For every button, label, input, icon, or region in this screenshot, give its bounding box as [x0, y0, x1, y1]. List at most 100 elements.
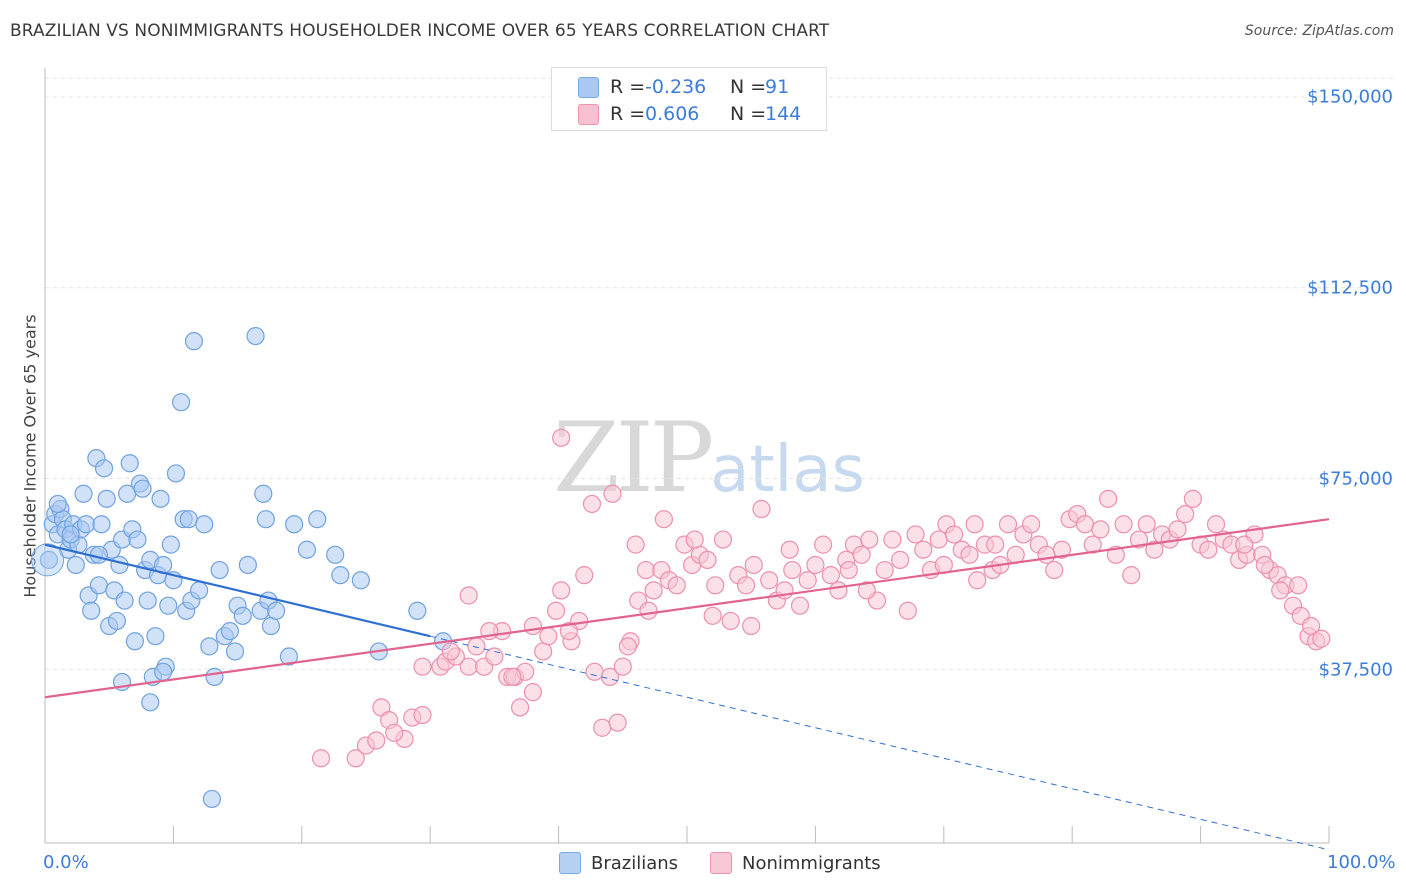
brazilians-point	[166, 464, 186, 483]
brazilians-point	[261, 616, 281, 636]
nonimmigrants-point	[626, 535, 645, 554]
nonimmigrants-point	[346, 749, 365, 768]
legend-swatch-nonimmigrants	[710, 852, 732, 874]
nonimmigrants-point	[1052, 540, 1072, 559]
brazilians-point	[331, 566, 350, 585]
nonimmigrants-point	[1129, 530, 1149, 549]
brazilians-point	[220, 621, 239, 641]
brazilians-point	[141, 693, 160, 712]
legend-item-nonimmigrants[interactable]: Nonimmigrants	[710, 852, 881, 874]
nonimmigrants-point	[552, 428, 571, 447]
brazilians-point	[92, 515, 111, 534]
nonimmigrants-point	[736, 576, 756, 595]
brazilians-point	[279, 647, 299, 666]
brazilians-point	[159, 596, 178, 615]
nonimmigrants-point	[1235, 535, 1254, 554]
brazilians-point	[195, 515, 214, 534]
brazilians-point	[128, 530, 147, 549]
brazilians-point	[97, 489, 116, 508]
watermark-zip: ZIP	[553, 402, 714, 514]
stats-row-brazilians: R = -0.236 N = 91	[552, 74, 826, 100]
brazilians-swatch	[578, 76, 599, 98]
brazilians-point	[66, 555, 85, 575]
nonimmigrants-point	[703, 606, 722, 625]
brazilians-point	[31, 543, 65, 577]
nonimmigrants-point	[742, 616, 761, 636]
stats-row-nonimmigrants: R = 0.606 N = 144	[552, 101, 826, 127]
nonimmigrants-point	[1255, 555, 1274, 575]
nonimmigrants-point	[546, 601, 566, 620]
nonimmigrants-swatch	[578, 103, 599, 125]
nonimmigrants-point	[1199, 540, 1218, 559]
nonimmigrants-point	[311, 749, 331, 768]
brazilians-point	[184, 332, 204, 351]
nonimmigrants-point	[1301, 616, 1321, 636]
brazilians-point	[308, 510, 327, 529]
nonimmigrants-point	[1091, 520, 1110, 539]
nonimmigrants-point	[459, 586, 478, 605]
brazilians-point	[138, 591, 157, 610]
brazilians-point	[200, 637, 219, 656]
brazilians-point	[61, 525, 80, 544]
brazilians-point	[146, 627, 165, 646]
legend-item-brazilians[interactable]: Brazilians	[559, 852, 678, 874]
brazilians-point	[120, 454, 139, 473]
brazilians-point	[154, 662, 173, 681]
brazilians-point	[82, 601, 101, 620]
y-tick-label-75000: $75,000	[1318, 468, 1393, 490]
brazilians-point	[39, 550, 58, 569]
brazilians-point	[284, 515, 304, 534]
legend-label-brazilians: Brazilians	[591, 852, 679, 874]
nonimmigrants-point	[613, 657, 632, 676]
nonimmigrants-point	[706, 576, 725, 595]
nonimmigrants-point	[385, 723, 404, 742]
nonimmigrants-point	[806, 555, 825, 575]
nonimmigrants-point	[510, 698, 530, 717]
nonimmigrants-point	[713, 530, 733, 549]
nonimmigrants-point	[860, 530, 879, 549]
chart-title: BRAZILIAN VS NONIMMIGRANTS HOUSEHOLDER I…	[10, 21, 830, 41]
source-label: Source: ZipAtlas.com	[1244, 23, 1394, 39]
nonimmigrants-point	[1289, 576, 1308, 595]
watermark: ZIPatlas	[553, 402, 865, 514]
brazilians-point	[94, 459, 114, 478]
nonimmigrants-point	[906, 525, 925, 544]
nonimmigrants-point	[986, 535, 1005, 554]
nonimmigrants-point	[503, 667, 522, 686]
nonimmigrants-point	[914, 540, 933, 559]
r-label: R =	[610, 76, 646, 98]
r-label: R =	[610, 103, 646, 125]
nonimmigrants-point	[523, 683, 543, 702]
nonimmigrants-point	[852, 545, 871, 564]
nonimmigrants-point	[798, 571, 817, 590]
brazilians-trend-line	[44, 543, 431, 638]
brazilians-point	[172, 393, 191, 412]
nonimmigrants-point	[441, 642, 460, 661]
nonimmigrants-point	[1022, 515, 1041, 534]
series-legend: Brazilians Nonimmigrants	[0, 852, 1406, 878]
nonimmigrants-point	[698, 550, 717, 569]
brazilians-point	[74, 484, 93, 503]
nonimmigrants-point	[1106, 545, 1125, 564]
nonimmigrants-point	[636, 560, 656, 580]
nonimmigrants-point	[780, 540, 799, 559]
nonimmigrants-point	[857, 581, 876, 600]
brazilians-point	[246, 326, 265, 346]
nonimmigrants-point	[1099, 489, 1118, 508]
brazilians-point	[189, 581, 209, 600]
brazilians-point	[238, 555, 257, 575]
nonimmigrants-point	[1312, 629, 1331, 648]
nonimmigrants-point	[1206, 515, 1226, 534]
brazilians-point	[107, 611, 127, 631]
nonimmigrants-point	[593, 718, 612, 737]
nonimmigrants-point	[965, 515, 984, 534]
nonimmigrants-point	[667, 576, 686, 595]
brazilians-point	[133, 479, 152, 498]
brazilians-point	[179, 510, 198, 529]
nonimmigrants-point	[1137, 515, 1156, 534]
nonimmigrants-point	[1122, 566, 1141, 585]
r-value: -0.236	[645, 76, 707, 98]
brazilians-point	[151, 489, 170, 508]
nonimmigrants-point	[485, 647, 504, 666]
